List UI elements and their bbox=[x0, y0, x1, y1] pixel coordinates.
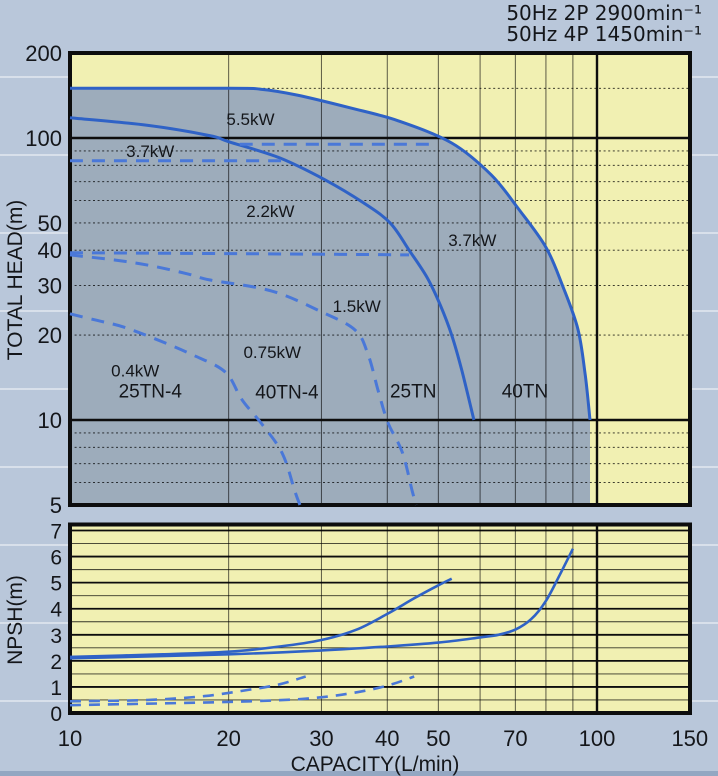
label-3-7kw: 3.7kW bbox=[126, 142, 174, 161]
npsh-y-tick-6: 6 bbox=[50, 547, 62, 570]
npsh-y-tick-7: 7 bbox=[50, 521, 62, 544]
npsh-y-tick-3: 3 bbox=[50, 625, 62, 648]
x-tick-100: 100 bbox=[579, 726, 616, 751]
main-y-tick-40: 40 bbox=[38, 238, 62, 263]
curve-25tn-2p-h-q-envelope bbox=[69, 116, 476, 421]
main-y-tick-20: 20 bbox=[38, 323, 62, 348]
npsh-y-tick-2: 2 bbox=[50, 651, 62, 674]
operating-range-region bbox=[70, 88, 590, 505]
label-40tn: 40TN bbox=[502, 382, 548, 403]
npsh-y-tick-1: 1 bbox=[50, 677, 62, 700]
main-plot-border bbox=[68, 51, 692, 507]
npsh-y-tick-0: 0 bbox=[50, 703, 62, 726]
x-tick-20: 20 bbox=[216, 726, 240, 751]
x-tick-50: 50 bbox=[426, 726, 450, 751]
label-2-2kw: 2.2kW bbox=[246, 202, 294, 221]
npsh-y-axis-title: NPSH(m) bbox=[4, 575, 27, 665]
label-0-4kw: 0.4kW bbox=[111, 361, 159, 380]
x-tick-150: 150 bbox=[671, 726, 708, 751]
curve-40tn-4-4p-h-q-envelope bbox=[69, 253, 418, 506]
label-25tn-4: 25TN-4 bbox=[119, 382, 183, 403]
main-y-tick-100: 100 bbox=[25, 126, 62, 151]
npsh-curve-25tn-4-npsh bbox=[69, 675, 307, 703]
main-y-tick-200: 200 bbox=[25, 41, 62, 66]
x-tick-40: 40 bbox=[375, 726, 399, 751]
npsh-plot-border bbox=[68, 522, 692, 715]
x-tick-70: 70 bbox=[503, 726, 527, 751]
label-40tn-4: 40TN-4 bbox=[255, 383, 319, 404]
npsh-curve-25tn-npsh bbox=[69, 577, 453, 659]
curve-40tn-2p-h-q-envelope bbox=[69, 86, 592, 421]
main-y-tick-5: 5 bbox=[50, 493, 62, 518]
speed-2p-label: 50Hz 2P 2900min⁻¹ bbox=[506, 1, 702, 25]
npsh-y-tick-4: 4 bbox=[50, 599, 62, 622]
speed-header: 50Hz 2P 2900min⁻¹ 50Hz 4P 1450min⁻¹ bbox=[506, 3, 702, 45]
x-tick-10: 10 bbox=[58, 726, 82, 751]
label-25tn: 25TN bbox=[390, 382, 436, 403]
label-5-5kw: 5.5kW bbox=[226, 110, 274, 129]
main-y-tick-10: 10 bbox=[38, 408, 62, 433]
speed-4p-label: 50Hz 4P 1450min⁻¹ bbox=[506, 22, 702, 46]
x-axis-title: CAPACITY(L/min) bbox=[291, 753, 460, 776]
npsh-y-tick-5: 5 bbox=[50, 573, 62, 596]
x-tick-30: 30 bbox=[309, 726, 333, 751]
main-y-tick-50: 50 bbox=[38, 211, 62, 236]
label-1-5kw: 1.5kW bbox=[333, 297, 381, 316]
label-0-75kw: 0.75kW bbox=[243, 343, 301, 362]
main-y-tick-30: 30 bbox=[38, 273, 62, 298]
curve-25tn-4-4p-h-q-envelope bbox=[69, 312, 302, 506]
main-y-axis-title: TOTAL HEAD(m) bbox=[4, 200, 27, 361]
label-3-7kw: 3.7kW bbox=[448, 231, 496, 250]
npsh-curve-40tn-npsh bbox=[69, 548, 575, 660]
npsh-curve-40tn-4-npsh bbox=[69, 675, 415, 707]
